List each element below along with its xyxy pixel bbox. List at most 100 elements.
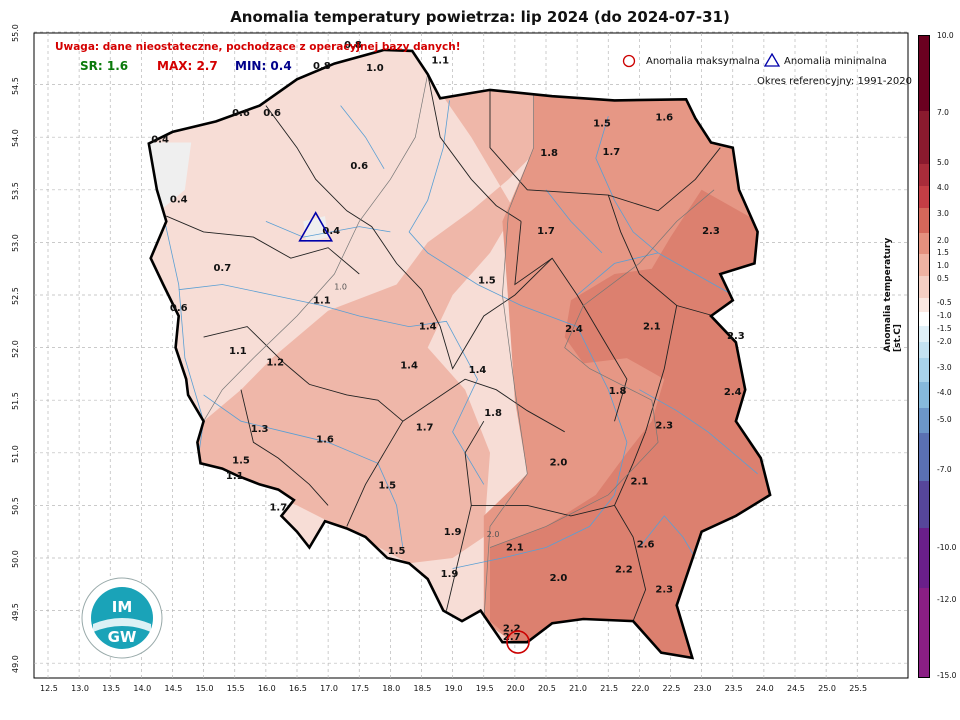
station-value-label: 1.7 — [603, 147, 621, 158]
station-value-label: 0.6 — [232, 108, 250, 119]
x-tick-label: 19.5 — [475, 684, 494, 693]
colorbar-segment — [919, 528, 929, 588]
river-line — [340, 105, 385, 170]
poland-border — [147, 48, 772, 660]
y-tick-label: 50.0 — [11, 550, 20, 568]
y-tick-label: 52.5 — [11, 287, 20, 305]
station-values: 0.81.00.8 1.10.6 0.60.40.60.40.40.70.61.11… — [151, 40, 745, 643]
x-tick-label: 24.0 — [755, 684, 774, 693]
station-value-label: 2.2 — [615, 565, 633, 576]
min-legend-icon — [764, 53, 780, 67]
station-value-label: 0.6 — [170, 303, 188, 314]
colorbar-tick-label: -15.0 — [937, 671, 957, 680]
region-border — [402, 378, 565, 433]
colorbar-tick-label: -2.0 — [937, 337, 952, 346]
colorbar-tick-label: 5.0 — [937, 158, 949, 167]
anomaly-fill-lowest — [148, 142, 329, 243]
station-value-label: 1.8 — [484, 408, 502, 419]
y-tick-label: 52.0 — [11, 339, 20, 358]
x-tick-label: 13.0 — [71, 684, 89, 693]
river-line — [408, 100, 628, 569]
y-tick-label: 50.5 — [11, 497, 20, 516]
voivodeship-borders — [166, 74, 721, 622]
colorbar-segment — [919, 312, 929, 326]
x-tick-label: 12.5 — [40, 684, 58, 693]
station-value-label: 2.3 — [655, 585, 673, 596]
river-line — [265, 221, 391, 238]
x-tick-label: 21.0 — [569, 684, 587, 693]
colorbar-segment — [919, 233, 929, 254]
contour-line — [203, 74, 429, 422]
colorbar-segment — [919, 481, 929, 528]
region-border — [645, 305, 678, 432]
region-border — [265, 105, 422, 291]
x-tick-label: 21.5 — [600, 684, 619, 693]
colorbar-tick-label: 1.0 — [937, 261, 949, 270]
station-value-label: 0.6 — [350, 161, 368, 172]
x-tick-label: 18.0 — [382, 684, 401, 693]
y-tick-label: 54.5 — [11, 76, 20, 95]
station-value-label: 2.0 — [550, 573, 568, 584]
x-tick-label: 20.0 — [506, 684, 525, 693]
colorbar-tick-label: -7.0 — [937, 465, 952, 474]
colorbar-segment — [919, 382, 929, 408]
stat-min: MIN: 0.4 — [235, 59, 292, 73]
y-tick-label: 51.0 — [11, 444, 20, 463]
colorbar-tick-label: 10.0 — [937, 31, 954, 40]
colorbar-segment — [919, 358, 929, 382]
x-tick-label: 16.5 — [289, 684, 307, 693]
station-value-label: 1.4 — [400, 361, 418, 372]
colorbar-segment — [919, 342, 929, 358]
x-tick-label: 23.0 — [693, 684, 712, 693]
y-tick-label: 53.0 — [11, 234, 20, 253]
colorbar-segment — [919, 588, 929, 677]
station-value-label: 1.6 — [655, 112, 673, 123]
y-tick-label: 51.5 — [11, 392, 20, 411]
river-line — [595, 116, 659, 254]
x-tick-label: 16.0 — [257, 684, 276, 693]
colorbar — [918, 35, 930, 678]
stat-mean: SR: 1.6 — [80, 59, 129, 73]
station-value-label: 1.7 — [537, 226, 555, 237]
x-tick-label: 22.0 — [631, 684, 650, 693]
y-tick-label: 49.5 — [11, 602, 20, 621]
colorbar-tick-label: 3.0 — [937, 209, 949, 218]
x-tick-label: 17.5 — [351, 684, 370, 693]
x-tick-label: 17.0 — [320, 684, 338, 693]
station-value-label: 2.4 — [565, 324, 583, 335]
legend-max-label: Anomalia maksymalna — [646, 56, 760, 67]
x-tick-label: 18.5 — [413, 684, 432, 693]
station-value-label: 1.1 — [226, 471, 244, 482]
legend-min-label: Anomalia minimalna — [784, 56, 887, 67]
station-value-label: 1.5 — [388, 546, 406, 557]
colorbar-segment — [919, 298, 929, 312]
colorbar-tick-label: -1.0 — [937, 311, 952, 320]
station-value-label: 1.8 — [540, 148, 558, 159]
x-tick-label: 15.5 — [226, 684, 245, 693]
colorbar-title: Anomalia temperatury [st.C] — [883, 237, 903, 352]
colorbar-segment — [919, 276, 929, 298]
station-value-label: 2.0 — [550, 457, 568, 468]
rivers — [159, 100, 758, 569]
station-value-label: 1.5 — [593, 119, 611, 130]
colorbar-tick-label: -3.0 — [937, 363, 952, 372]
x-tick-label: 23.5 — [724, 684, 743, 693]
colorbar-tick-label: 7.0 — [937, 108, 949, 117]
region-border — [421, 257, 553, 370]
region-border — [514, 221, 628, 422]
svg-text:IM: IM — [112, 598, 133, 616]
region-border — [427, 74, 522, 222]
imgw-logo: IM GW — [81, 577, 163, 659]
colorbar-tick-label: 1.5 — [937, 248, 949, 257]
map-title: Anomalia temperatury powietrza: lip 2024… — [230, 8, 730, 26]
river-line — [178, 284, 485, 485]
colorbar-segment — [919, 36, 929, 111]
station-value-label: 1.4 — [469, 365, 487, 376]
colorbar-tick-label: 0.5 — [937, 274, 949, 283]
station-value-label: 0.7 — [213, 263, 231, 274]
station-value-label: 2.7 — [503, 632, 521, 643]
river-line — [639, 389, 758, 475]
colorbar-tick-label: -1.5 — [937, 324, 952, 333]
station-value-label: 1.5 — [232, 455, 250, 466]
